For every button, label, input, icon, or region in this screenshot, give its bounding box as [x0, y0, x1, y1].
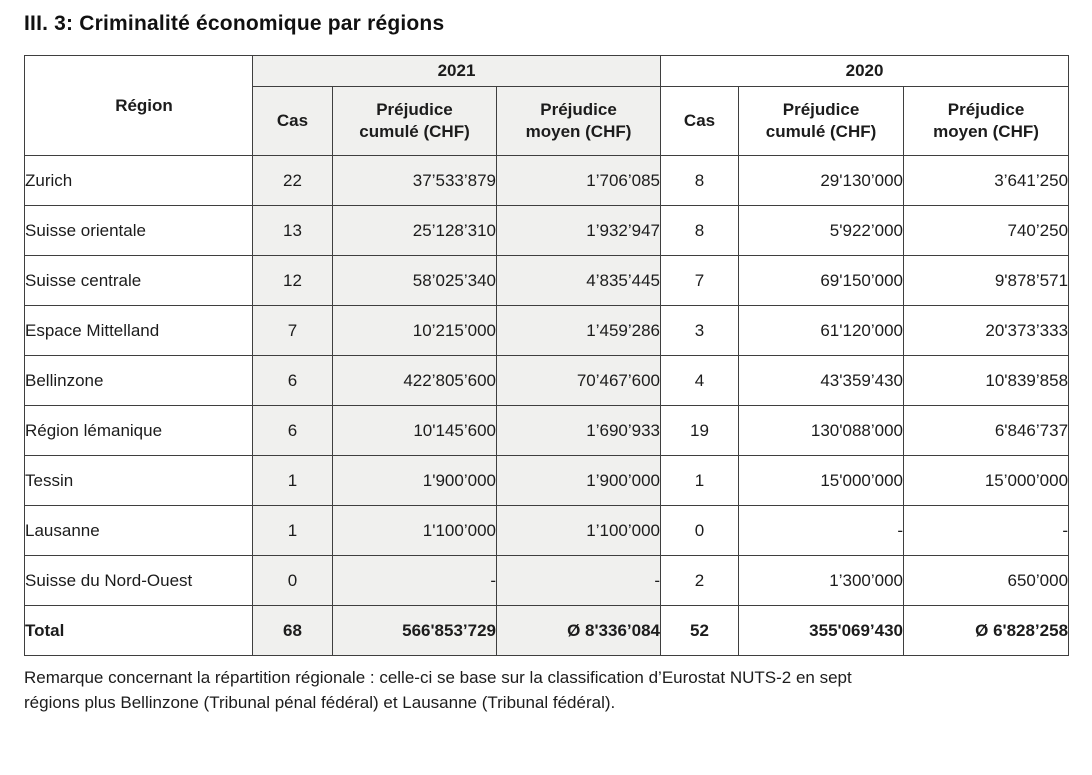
- cases-2020-cell: 19: [660, 405, 740, 456]
- average-damage-2020-cell: 20'373’333: [903, 305, 1070, 356]
- region-cell: Zurich: [24, 155, 253, 206]
- average-damage-2021-cell: 1’932’947: [495, 205, 662, 256]
- economic-crime-by-region-table: Région 2021 2020 Cas Préjudice cumulé (C…: [24, 55, 1070, 656]
- year-header-2021: 2021: [251, 55, 662, 87]
- total-label-cell: Total: [24, 605, 253, 656]
- table-row-suisse-orientale: Suisse orientale 13 25’128’310 1’932’947…: [24, 205, 1070, 256]
- cases-2020-cell: 1: [660, 455, 740, 506]
- column-header-average-damage-2020: Préjudice moyen (CHF): [903, 86, 1070, 156]
- table-row-suisse-centrale: Suisse centrale 12 58’025’340 4’835’445 …: [24, 255, 1070, 306]
- page-title: III. 3: Criminalité économique par régio…: [24, 12, 445, 35]
- average-damage-2021-cell: 1’706’085: [495, 155, 662, 206]
- cumulative-damage-2020-cell: 43'359’430: [738, 355, 905, 406]
- cumulative-damage-2021-cell: 58’025’340: [332, 255, 497, 306]
- cumulative-damage-2021-cell: -: [332, 555, 497, 606]
- cases-2020-cell: 8: [660, 155, 740, 206]
- average-damage-2020-cell: 6'846’737: [903, 405, 1070, 456]
- column-header-average-damage-2021: Préjudice moyen (CHF): [495, 86, 662, 156]
- column-header-cumulative-damage-2021: Préjudice cumulé (CHF): [332, 86, 497, 156]
- average-damage-2021-cell: 1’100’000: [495, 505, 662, 556]
- column-header-cases-2021: Cas: [252, 86, 333, 156]
- table-row-tessin: Tessin 1 1'900’000 1’900’000 1 15'000’00…: [24, 455, 1070, 506]
- cumulative-damage-2021-cell: 1'900’000: [332, 455, 497, 506]
- cases-2021-cell: 13: [252, 205, 333, 256]
- cases-2021-cell: 22: [252, 155, 333, 206]
- cumulative-damage-2021-cell: 37’533’879: [332, 155, 497, 206]
- average-damage-2020-cell: 10'839’858: [903, 355, 1070, 406]
- footnote: Remarque concernant la répartition régio…: [24, 668, 852, 712]
- region-cell: Suisse orientale: [24, 205, 253, 256]
- cumulative-damage-2020-cell: -: [738, 505, 905, 556]
- region-cell: Lausanne: [24, 505, 253, 556]
- cases-2020-cell: 0: [660, 505, 740, 556]
- total-average-damage-2020-cell: Ø 6'828’258: [903, 605, 1070, 656]
- table-row-suisse-du-nord-ouest: Suisse du Nord-Ouest 0 - - 2 1’300’000 6…: [24, 555, 1070, 606]
- cumulative-damage-2021-cell: 1'100’000: [332, 505, 497, 556]
- cumulative-damage-2020-cell: 29'130’000: [738, 155, 905, 206]
- average-damage-2021-cell: 1’900’000: [495, 455, 662, 506]
- average-damage-2021-cell: 4’835’445: [495, 255, 662, 306]
- total-cumulative-damage-2021-cell: 566'853’729: [332, 605, 497, 656]
- cases-2020-cell: 8: [660, 205, 740, 256]
- region-cell: Espace Mittelland: [24, 305, 253, 356]
- average-damage-2020-cell: -: [903, 505, 1070, 556]
- average-damage-2020-cell: 740’250: [903, 205, 1070, 256]
- average-damage-2020-cell: 9'878’571: [903, 255, 1070, 306]
- subheader-row: Cas Préjudice cumulé (CHF) Préjudice moy…: [25, 86, 1070, 156]
- cases-2021-cell: 7: [252, 305, 333, 356]
- average-damage-2020-cell: 650’000: [903, 555, 1070, 606]
- average-damage-2020-cell: 15’000’000: [903, 455, 1070, 506]
- cases-2021-cell: 6: [252, 355, 333, 406]
- total-cases-2021-cell: 68: [252, 605, 333, 656]
- table-row-region-lemanique: Région lémanique 6 10'145’600 1’690’933 …: [24, 405, 1070, 456]
- year-header-row: Région 2021 2020: [24, 55, 1070, 156]
- year-header-2020: 2020: [660, 55, 1070, 87]
- column-header-region: Région: [24, 55, 253, 156]
- region-cell: Bellinzone: [24, 355, 253, 406]
- cumulative-damage-2021-cell: 422’805’600: [332, 355, 497, 406]
- cumulative-damage-2020-cell: 130'088’000: [738, 405, 905, 456]
- region-cell: Suisse centrale: [24, 255, 253, 306]
- cases-2021-cell: 6: [252, 405, 333, 456]
- cumulative-damage-2021-cell: 25’128’310: [332, 205, 497, 256]
- region-cell: Tessin: [24, 455, 253, 506]
- cases-2020-cell: 7: [660, 255, 740, 306]
- cases-2021-cell: 0: [252, 555, 333, 606]
- cumulative-damage-2020-cell: 69'150’000: [738, 255, 905, 306]
- cumulative-damage-2021-cell: 10'145’600: [332, 405, 497, 456]
- column-header-cases-2020: Cas: [660, 86, 740, 156]
- table-row-lausanne: Lausanne 1 1'100’000 1’100’000 0 - -: [24, 505, 1070, 556]
- table-header: Région 2021 2020 Cas Préjudice cumulé (C…: [24, 55, 1070, 156]
- cases-2021-cell: 12: [252, 255, 333, 306]
- cases-2020-cell: 2: [660, 555, 740, 606]
- average-damage-2021-cell: 70’467’600: [495, 355, 662, 406]
- total-cumulative-damage-2020-cell: 355'069’430: [738, 605, 905, 656]
- average-damage-2021-cell: -: [495, 555, 662, 606]
- region-cell: Région lémanique: [24, 405, 253, 456]
- table-row-total: Total 68 566'853’729 Ø 8'336’084 52 355'…: [24, 605, 1070, 656]
- average-damage-2020-cell: 3’641’250: [903, 155, 1070, 206]
- table-row-zurich: Zurich 22 37’533’879 1’706’085 8 29'130’…: [24, 155, 1070, 206]
- cumulative-damage-2020-cell: 61'120’000: [738, 305, 905, 356]
- table-row-espace-mittelland: Espace Mittelland 7 10’215’000 1’459’286…: [24, 305, 1070, 356]
- column-header-cumulative-damage-2020: Préjudice cumulé (CHF): [738, 86, 905, 156]
- table-row-bellinzone: Bellinzone 6 422’805’600 70’467’600 4 43…: [24, 355, 1070, 406]
- total-average-damage-2021-cell: Ø 8'336’084: [495, 605, 662, 656]
- cumulative-damage-2020-cell: 1’300’000: [738, 555, 905, 606]
- cases-2021-cell: 1: [252, 455, 333, 506]
- region-cell: Suisse du Nord-Ouest: [24, 555, 253, 606]
- cumulative-damage-2020-cell: 15'000’000: [738, 455, 905, 506]
- average-damage-2021-cell: 1’690’933: [495, 405, 662, 456]
- cumulative-damage-2021-cell: 10’215’000: [332, 305, 497, 356]
- average-damage-2021-cell: 1’459’286: [495, 305, 662, 356]
- total-cases-2020-cell: 52: [660, 605, 740, 656]
- cases-2020-cell: 4: [660, 355, 740, 406]
- cases-2021-cell: 1: [252, 505, 333, 556]
- table-body: Zurich 22 37’533’879 1’706’085 8 29'130’…: [24, 155, 1070, 656]
- cumulative-damage-2020-cell: 5'922’000: [738, 205, 905, 256]
- cases-2020-cell: 3: [660, 305, 740, 356]
